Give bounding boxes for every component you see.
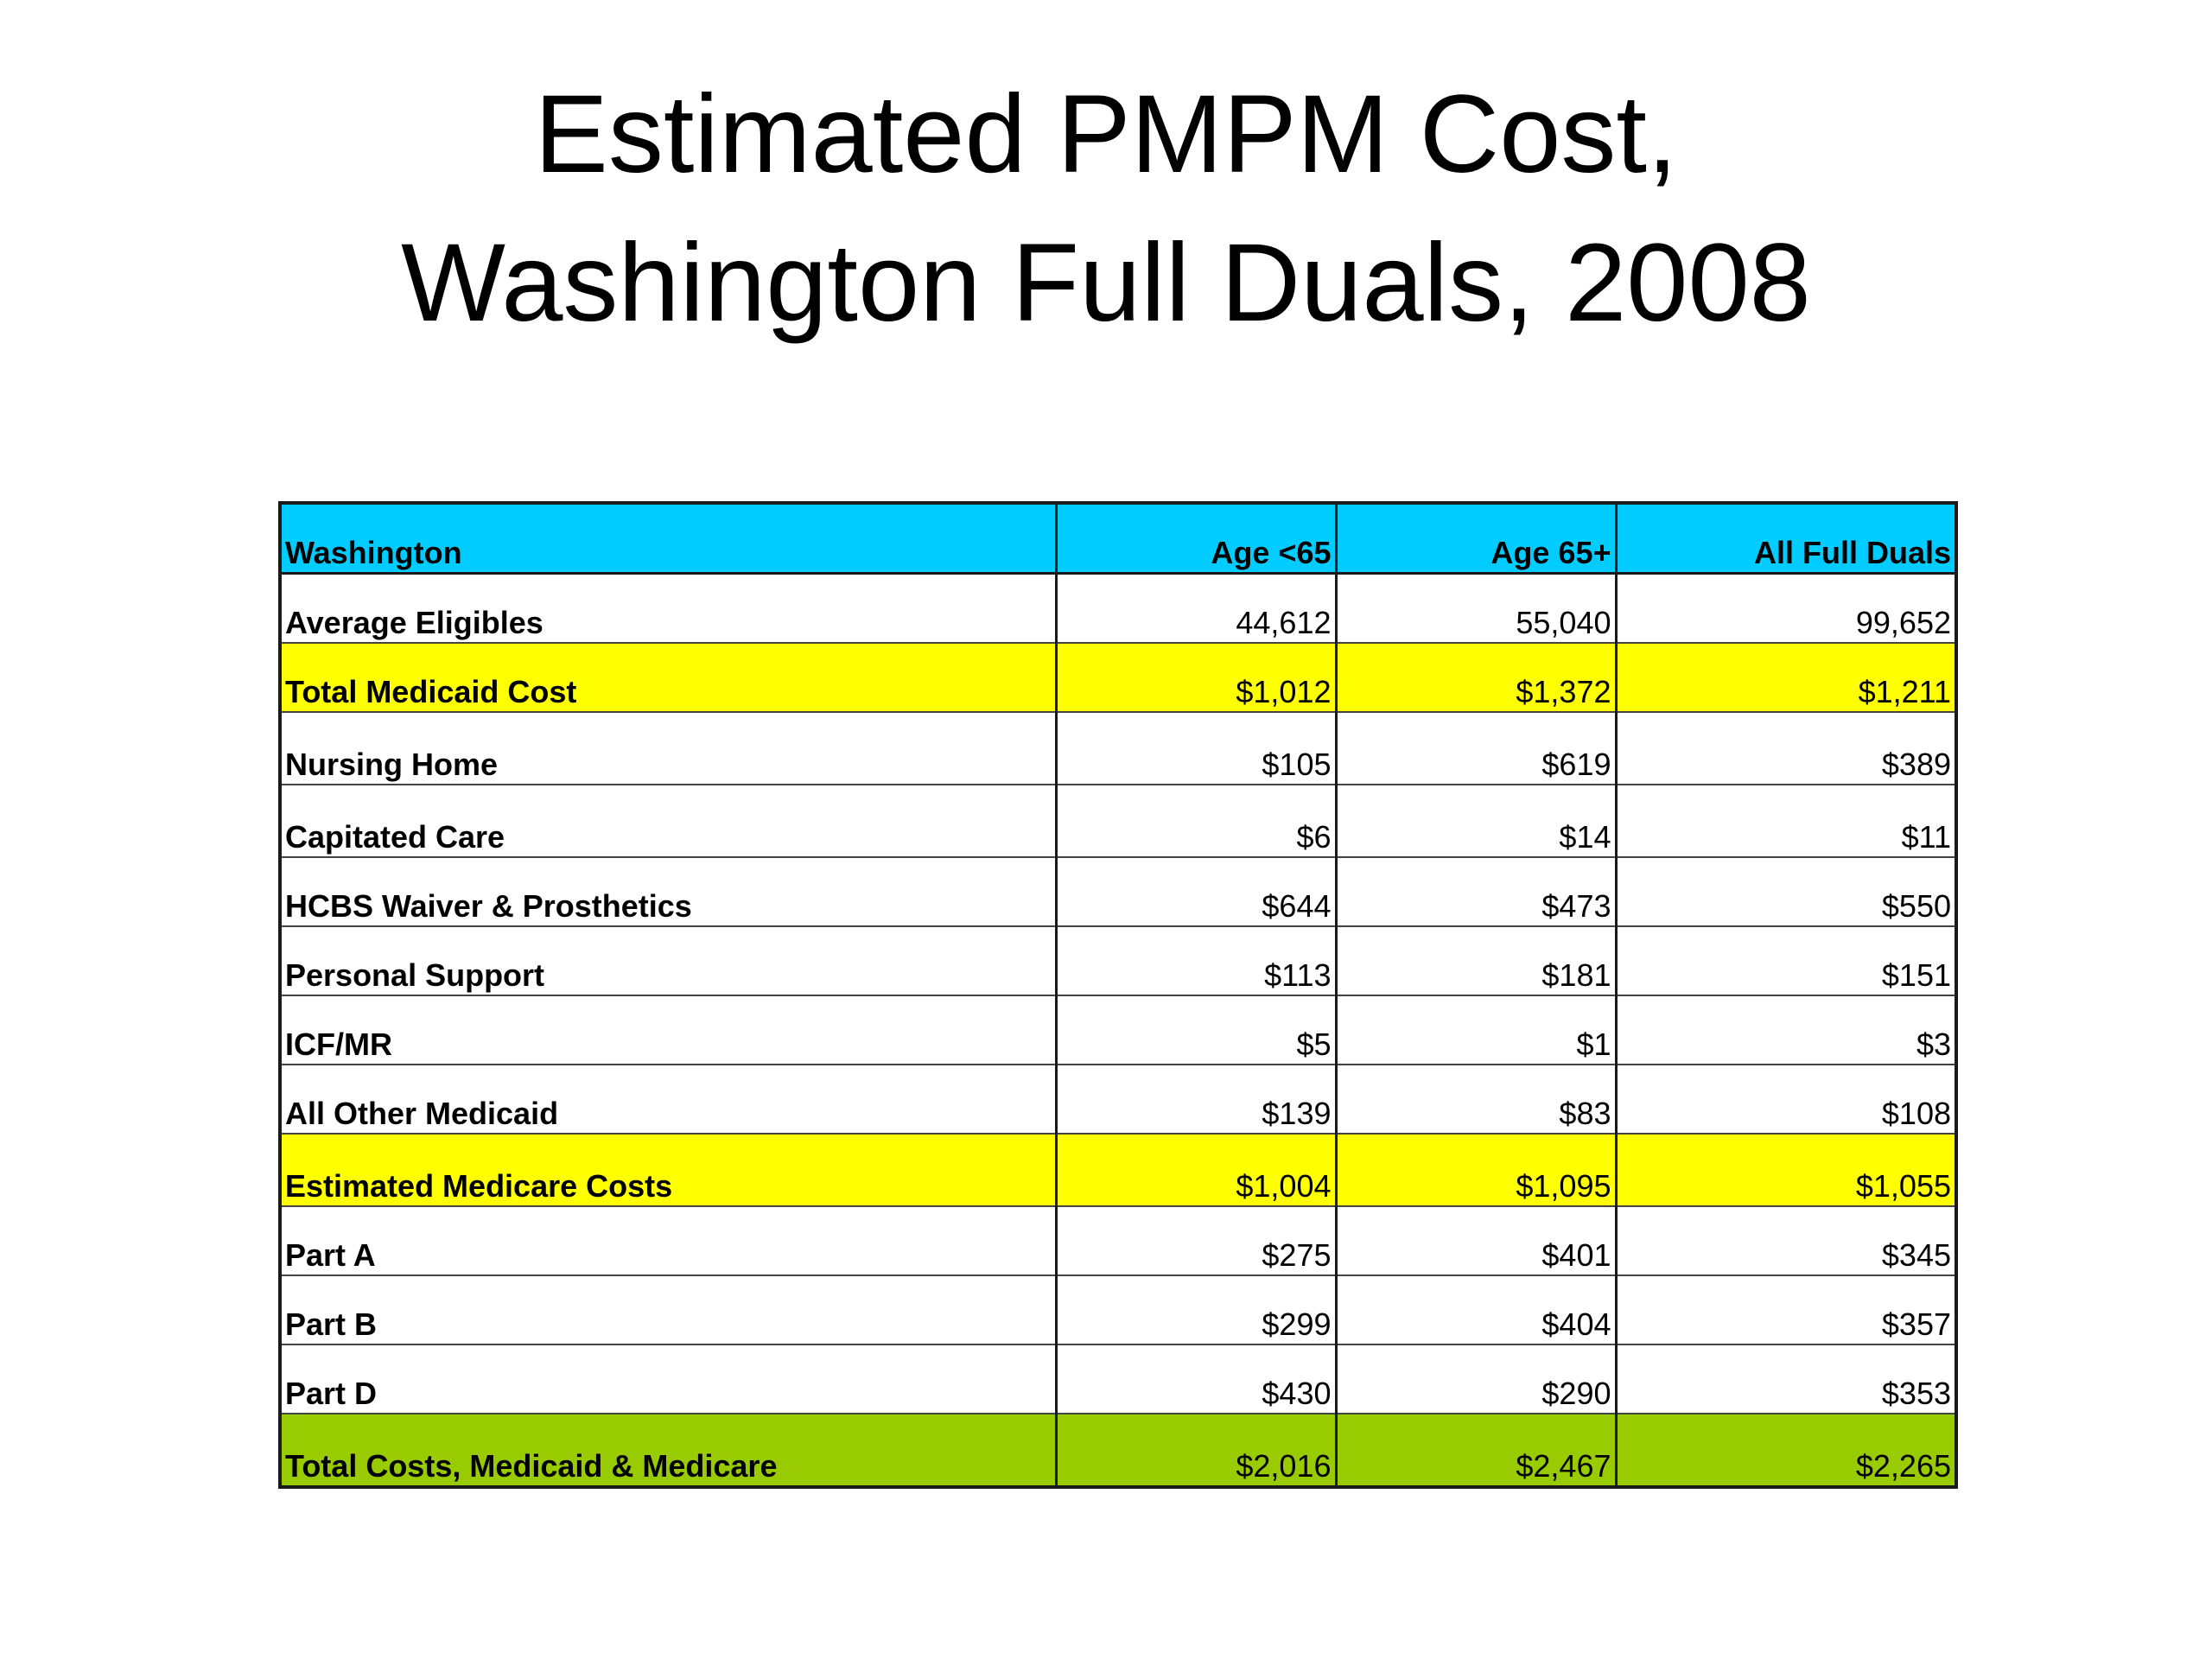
table-row: Average Eligibles 44,612 55,040 99,652: [278, 573, 1958, 644]
cell-all-full-duals: $389: [1614, 712, 1958, 785]
row-label: All Other Medicaid: [278, 1065, 1058, 1135]
cell-age-under-65: $6: [1054, 785, 1338, 858]
row-label: HCBS Waiver & Prosthetics: [278, 857, 1058, 927]
row-label: Nursing Home: [278, 712, 1058, 785]
row-label: Average Eligibles: [278, 573, 1058, 644]
slide-title-line-2: Washington Full Duals, 2008: [401, 221, 1811, 345]
cell-age-65-plus: $83: [1334, 1065, 1618, 1135]
cell-all-full-duals: $345: [1614, 1206, 1958, 1276]
cell-age-65-plus: $1,095: [1334, 1134, 1618, 1207]
pmpm-cost-table: Washington Age <65 Age 65+ All Full Dual…: [278, 501, 1958, 1489]
cell-age-under-65: $1,012: [1054, 643, 1338, 713]
row-label: Part B: [278, 1275, 1058, 1345]
cell-all-full-duals: $151: [1614, 926, 1958, 996]
cell-age-65-plus: $1,372: [1334, 643, 1618, 713]
table-row: All Other Medicaid $139 $83 $108: [278, 1065, 1958, 1135]
cell-age-65-plus: $473: [1334, 857, 1618, 927]
table-row: Nursing Home $105 $619 $389: [278, 712, 1958, 785]
header-cell-age-under-65: Age <65: [1054, 503, 1338, 575]
cell-age-under-65: $139: [1054, 1065, 1338, 1135]
table-row: Personal Support $113 $181 $151: [278, 926, 1958, 996]
cell-age-under-65: $2,016: [1054, 1414, 1338, 1488]
row-label: Estimated Medicare Costs: [278, 1134, 1058, 1207]
cell-age-65-plus: $290: [1334, 1344, 1618, 1414]
row-label: Personal Support: [278, 926, 1058, 996]
cell-age-65-plus: $181: [1334, 926, 1618, 996]
row-label: Total Costs, Medicaid & Medicare: [278, 1414, 1058, 1488]
table-header-row: Washington Age <65 Age 65+ All Full Dual…: [278, 503, 1958, 575]
cell-all-full-duals: $11: [1614, 785, 1958, 858]
cell-age-under-65: $105: [1054, 712, 1338, 785]
header-cell-all-full-duals: All Full Duals: [1614, 503, 1958, 575]
table-row: ICF/MR $5 $1 $3: [278, 995, 1958, 1065]
cell-age-65-plus: $14: [1334, 785, 1618, 858]
table-row: Part D $430 $290 $353: [278, 1344, 1958, 1414]
cell-age-65-plus: $1: [1334, 995, 1618, 1065]
cell-all-full-duals: $1,211: [1614, 643, 1958, 713]
slide-title: Estimated PMPM Cost, Washington Full Dua…: [0, 60, 2212, 358]
table-row: Part A $275 $401 $345: [278, 1206, 1958, 1276]
cell-age-65-plus: $619: [1334, 712, 1618, 785]
table-row: HCBS Waiver & Prosthetics $644 $473 $550: [278, 857, 1958, 927]
header-cell-age-65-plus: Age 65+: [1334, 503, 1618, 575]
row-label: Total Medicaid Cost: [278, 643, 1058, 713]
cell-age-under-65: $430: [1054, 1344, 1338, 1414]
cell-all-full-duals: $108: [1614, 1065, 1958, 1135]
slide-title-line-1: Estimated PMPM Cost,: [534, 73, 1678, 196]
row-label: Capitated Care: [278, 785, 1058, 858]
table-row: Total Costs, Medicaid & Medicare $2,016 …: [278, 1414, 1958, 1488]
cell-age-under-65: $5: [1054, 995, 1338, 1065]
cell-all-full-duals: $353: [1614, 1344, 1958, 1414]
row-label: ICF/MR: [278, 995, 1058, 1065]
cell-age-under-65: $113: [1054, 926, 1338, 996]
cell-age-65-plus: $2,467: [1334, 1414, 1618, 1488]
cell-age-65-plus: $404: [1334, 1275, 1618, 1345]
cell-age-under-65: $299: [1054, 1275, 1338, 1345]
cell-all-full-duals: $2,265: [1614, 1414, 1958, 1488]
cell-all-full-duals: $550: [1614, 857, 1958, 927]
table-row: Total Medicaid Cost $1,012 $1,372 $1,211: [278, 643, 1958, 713]
cell-age-under-65: $1,004: [1054, 1134, 1338, 1207]
row-label: Part A: [278, 1206, 1058, 1276]
cell-all-full-duals: 99,652: [1614, 573, 1958, 644]
header-cell-washington: Washington: [278, 503, 1058, 575]
cell-age-under-65: $275: [1054, 1206, 1338, 1276]
cell-age-under-65: 44,612: [1054, 573, 1338, 644]
table-row: Estimated Medicare Costs $1,004 $1,095 $…: [278, 1134, 1958, 1207]
table-row: Part B $299 $404 $357: [278, 1275, 1958, 1345]
row-label: Part D: [278, 1344, 1058, 1414]
cell-all-full-duals: $1,055: [1614, 1134, 1958, 1207]
cell-age-65-plus: $401: [1334, 1206, 1618, 1276]
table-row: Capitated Care $6 $14 $11: [278, 785, 1958, 858]
cell-age-under-65: $644: [1054, 857, 1338, 927]
cell-age-65-plus: 55,040: [1334, 573, 1618, 644]
cell-all-full-duals: $3: [1614, 995, 1958, 1065]
cell-all-full-duals: $357: [1614, 1275, 1958, 1345]
